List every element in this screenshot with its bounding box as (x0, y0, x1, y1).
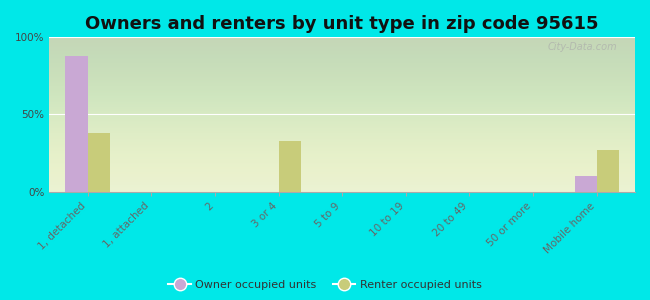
Bar (575, 176, 597, 191)
Bar (597, 150, 619, 191)
Title: Owners and renters by unit type in zip code 95615: Owners and renters by unit type in zip c… (85, 15, 599, 33)
Legend: Owner occupied units, Renter occupied units: Owner occupied units, Renter occupied un… (164, 276, 486, 294)
Bar (88, 133, 110, 191)
Bar (65, 56, 88, 191)
Bar (278, 141, 301, 191)
Text: City-Data.com: City-Data.com (548, 42, 617, 52)
